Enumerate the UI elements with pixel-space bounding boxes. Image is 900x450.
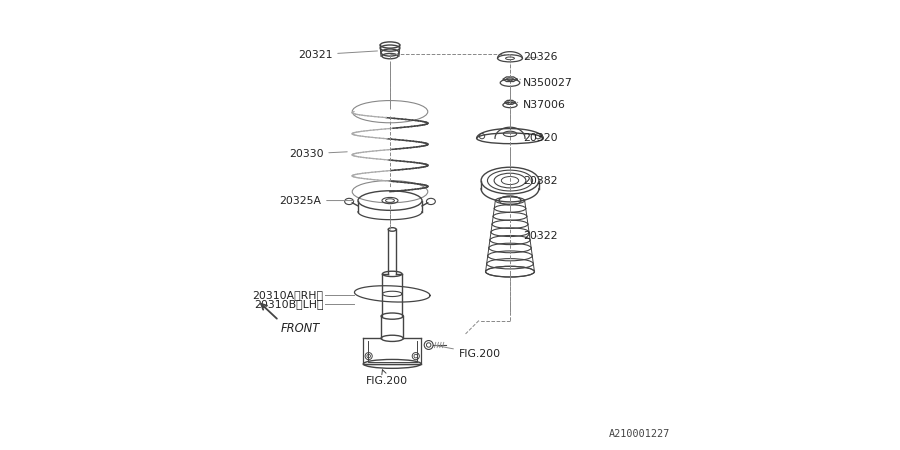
Text: 20320: 20320 xyxy=(523,133,558,144)
Text: 20322: 20322 xyxy=(523,231,558,241)
Text: FIG.200: FIG.200 xyxy=(436,346,501,359)
Ellipse shape xyxy=(382,271,402,277)
Text: 20310A〈RH〉: 20310A〈RH〉 xyxy=(252,290,323,300)
Ellipse shape xyxy=(388,228,396,231)
Text: N350027: N350027 xyxy=(520,78,573,88)
Ellipse shape xyxy=(364,360,421,369)
Text: A210001227: A210001227 xyxy=(608,429,670,439)
Text: 20330: 20330 xyxy=(289,149,347,159)
Ellipse shape xyxy=(381,313,403,319)
Text: 20321: 20321 xyxy=(298,50,377,60)
Text: 20326: 20326 xyxy=(523,52,558,62)
Text: 20382: 20382 xyxy=(523,176,558,185)
Text: FRONT: FRONT xyxy=(281,322,320,335)
Text: 20325A: 20325A xyxy=(279,196,354,206)
Text: N37006: N37006 xyxy=(518,100,566,110)
Text: FIG.200: FIG.200 xyxy=(365,370,408,387)
Text: 20310B〈LH〉: 20310B〈LH〉 xyxy=(254,299,323,309)
